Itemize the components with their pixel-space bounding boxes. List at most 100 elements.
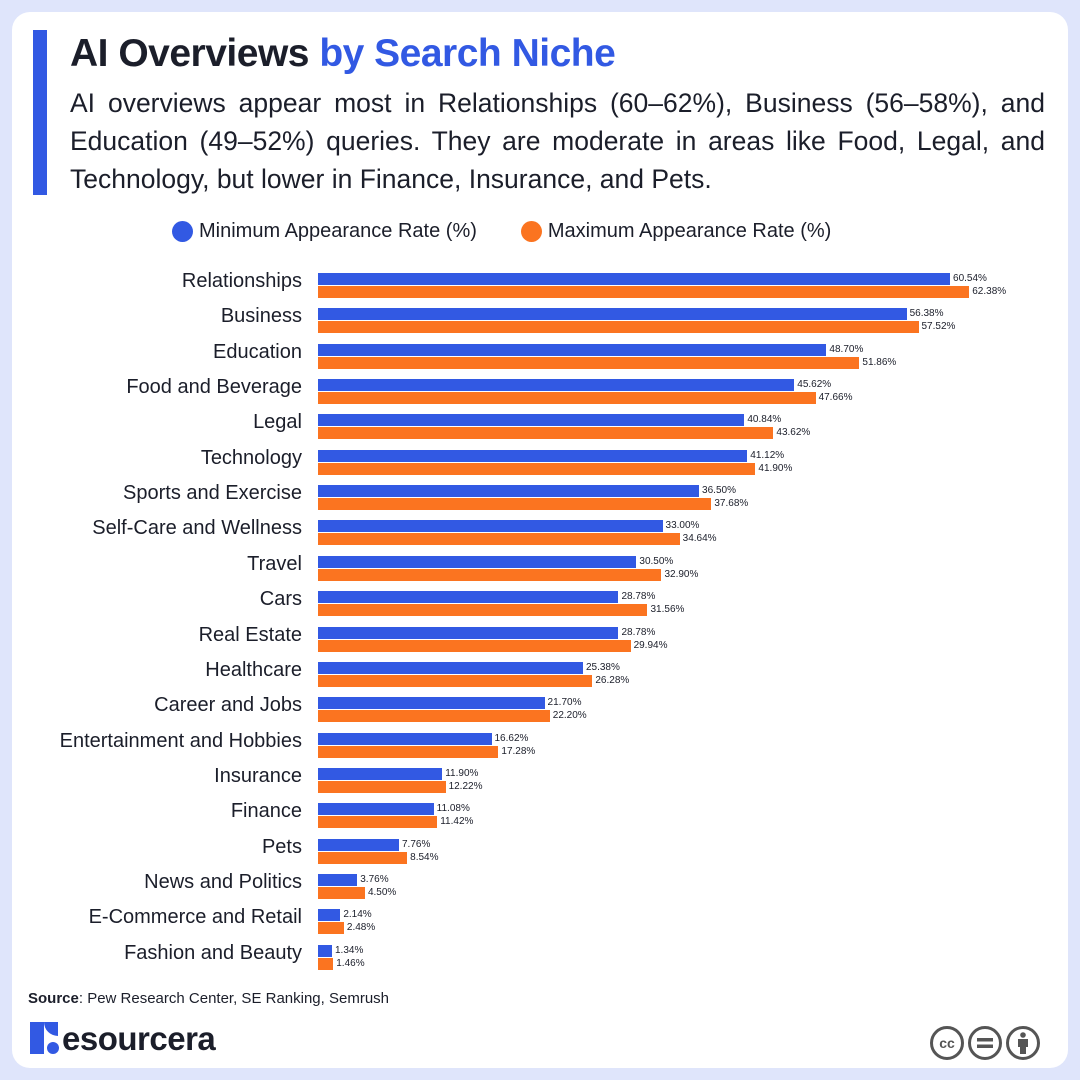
bar-min — [318, 909, 341, 922]
bar-min — [318, 873, 358, 886]
chart-row: Career and Jobs 21.70% 22.20% — [0, 690, 1080, 725]
bar-min — [318, 485, 700, 498]
value-label-min: 41.12% — [750, 449, 785, 461]
category-label: Legal — [253, 411, 302, 434]
bar-min — [318, 732, 492, 745]
category-label: Entertainment and Hobbies — [59, 729, 302, 752]
chart-row: Food and Beverage 45.62% 47.66% — [0, 372, 1080, 407]
logo-mark-icon — [30, 1022, 60, 1054]
cc-icon: cc — [930, 1026, 964, 1060]
value-label-min: 25.38% — [585, 661, 620, 673]
value-label-min: 40.84% — [747, 414, 782, 426]
bar-min — [318, 838, 399, 851]
bar-max — [318, 533, 680, 546]
legend-label-min: Minimum Appearance Rate (%) — [199, 220, 477, 242]
chart-row: Fashion and Beauty 1.34% 1.46% — [0, 938, 1080, 973]
bar-max — [318, 392, 816, 405]
bar-max — [318, 639, 631, 652]
title-main: AI Overviews — [70, 32, 309, 75]
category-label: Sports and Exercise — [123, 482, 302, 505]
category-label: Business — [220, 305, 302, 328]
bar-min — [318, 308, 907, 321]
bar-max — [318, 604, 648, 617]
category-label: Travel — [247, 552, 302, 575]
chart-row: Relationships 60.54% 62.38% — [0, 266, 1080, 301]
value-label-min: 36.50% — [702, 485, 736, 497]
value-label-max: 1.46% — [336, 957, 365, 969]
category-label: Self-Care and Wellness — [92, 517, 302, 540]
chart-row: Business 56.38% 57.52% — [0, 301, 1080, 336]
bar-max — [318, 886, 365, 899]
license-badges: cc — [930, 1026, 1040, 1060]
title-highlight: by Search Niche — [319, 32, 616, 75]
bar-max — [318, 851, 408, 864]
value-label-min: 16.62% — [494, 732, 529, 744]
bar-max — [318, 710, 550, 723]
chart-row: Legal 40.84% 43.62% — [0, 407, 1080, 442]
chart-row: Pets 7.76% 8.54% — [0, 832, 1080, 867]
value-label-max: 32.90% — [664, 568, 699, 580]
logo-text: esourcera — [62, 1020, 216, 1057]
value-label-min: 7.76% — [402, 838, 431, 850]
category-label: Career and Jobs — [154, 694, 302, 717]
value-label-max: 62.38% — [972, 286, 1007, 297]
bar-max — [318, 356, 860, 369]
chart-row: Healthcare 25.38% 26.28% — [0, 655, 1080, 690]
value-label-min: 11.08% — [436, 803, 470, 815]
value-label-min: 56.38% — [909, 308, 944, 320]
bar-min — [318, 273, 951, 285]
value-label-min: 3.76% — [360, 873, 389, 885]
value-label-min: 2.14% — [343, 909, 372, 921]
bar-max — [318, 780, 446, 793]
value-label-min: 1.34% — [334, 944, 364, 956]
legend-dot-blue-icon — [172, 221, 193, 242]
person-icon — [1006, 1026, 1040, 1060]
value-label-max: 4.50% — [367, 886, 397, 898]
category-label: Finance — [230, 800, 302, 823]
category-label: Education — [213, 340, 302, 363]
category-label: Cars — [259, 588, 302, 611]
value-label-max: 31.56% — [650, 604, 685, 616]
bar-max — [318, 957, 334, 970]
bar-min — [318, 591, 619, 604]
value-label-max: 37.68% — [714, 498, 749, 510]
value-label-min: 28.78% — [621, 626, 656, 638]
value-label-min: 45.62% — [797, 379, 832, 391]
chart-row: Travel 30.50% 32.90% — [0, 549, 1080, 584]
bar-min — [318, 379, 795, 392]
legend-label-max: Maximum Appearance Rate (%) — [547, 220, 832, 242]
category-label: Relationships — [181, 270, 302, 292]
bar-max — [318, 816, 438, 829]
bar-max — [318, 462, 756, 475]
chart-row: News and Politics 3.76% 4.50% — [0, 867, 1080, 902]
bar-max — [318, 427, 774, 440]
chart-row: Entertainment and Hobbies 16.62% 17.28% — [0, 726, 1080, 761]
value-label-min: 60.54% — [953, 273, 987, 284]
chart-row: Real Estate 28.78% 29.94% — [0, 620, 1080, 655]
value-label-min: 28.78% — [621, 591, 656, 603]
category-label: Real Estate — [198, 623, 302, 646]
chart-row: Self-Care and Wellness 33.00% 34.64% — [0, 513, 1080, 548]
value-label-max: 51.86% — [862, 356, 897, 368]
value-label-max: 29.94% — [633, 639, 668, 651]
value-label-min: 48.70% — [829, 343, 864, 355]
bar-min — [318, 661, 583, 674]
value-label-max: 11.42% — [440, 816, 474, 828]
value-label-max: 22.20% — [552, 710, 587, 722]
bar-min — [318, 414, 745, 427]
value-label-max: 2.48% — [346, 922, 376, 934]
page-title: AI Overviews by Search Niche — [70, 32, 616, 76]
source-label: Source — [28, 990, 79, 1007]
value-label-max: 34.64% — [682, 533, 717, 545]
legend-dot-orange-icon — [520, 221, 542, 242]
bar-min — [318, 626, 619, 639]
bar-max — [318, 745, 499, 758]
source-text: : Pew Research Center, SE Ranking, Semru… — [78, 990, 390, 1007]
brand-logo: esourcera — [30, 1020, 216, 1057]
chart-row: E-Commerce and Retail 2.14% 2.48% — [0, 902, 1080, 937]
equals-icon — [968, 1026, 1002, 1060]
bar-min — [318, 555, 637, 568]
category-label: Food and Beverage — [126, 376, 302, 399]
chart-row: Sports and Exercise 36.50% 37.68% — [0, 478, 1080, 513]
category-label: Pets — [261, 835, 302, 858]
